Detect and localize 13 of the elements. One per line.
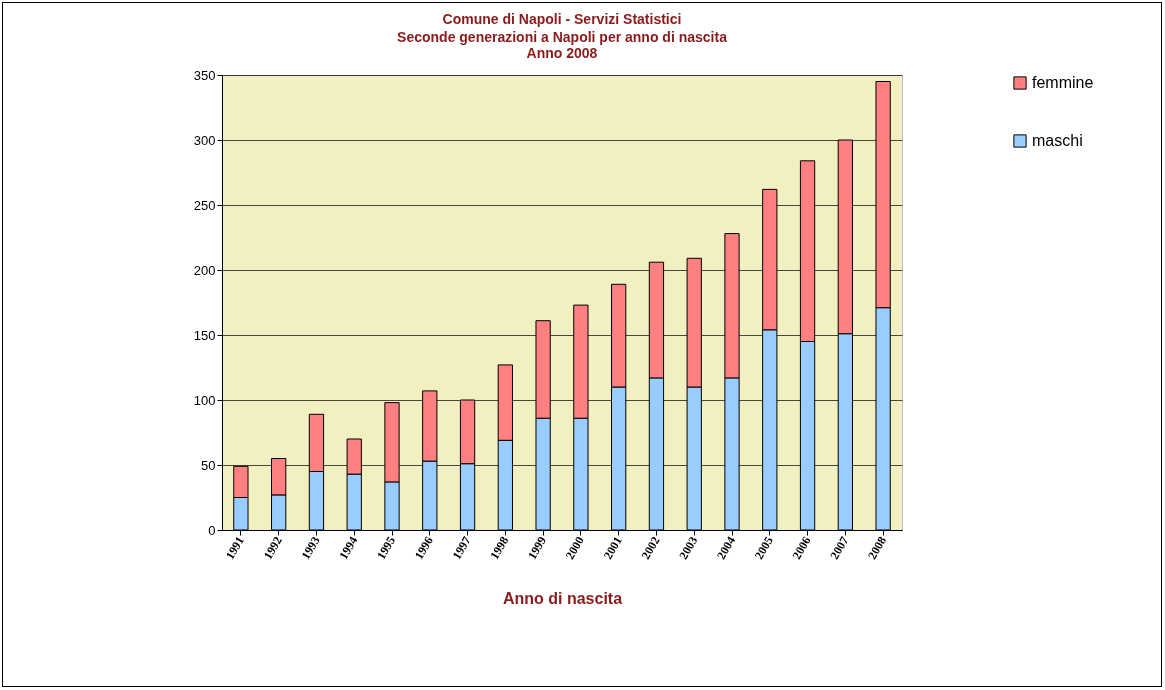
y-tick-label: 100 bbox=[193, 392, 216, 408]
y-tick-label: 350 bbox=[193, 67, 216, 83]
legend-label: maschi bbox=[1032, 132, 1083, 149]
y-tick-label: 300 bbox=[193, 132, 216, 148]
x-axis-title: Anno di nascita bbox=[502, 590, 623, 608]
legend-label: femmine bbox=[1032, 74, 1094, 91]
y-tick-label: 150 bbox=[193, 327, 216, 343]
y-tick-label: 0 bbox=[208, 522, 216, 538]
y-tick-label: 250 bbox=[193, 197, 216, 213]
y-tick-label: 50 bbox=[201, 457, 216, 473]
chart-title: Comune di Napoli - Servizi Statistici bbox=[442, 11, 682, 27]
y-tick-label: 200 bbox=[193, 262, 216, 278]
chart-subtitle: Seconde generazioni a Napoli per anno di nascita Anno 2008 bbox=[397, 29, 728, 61]
